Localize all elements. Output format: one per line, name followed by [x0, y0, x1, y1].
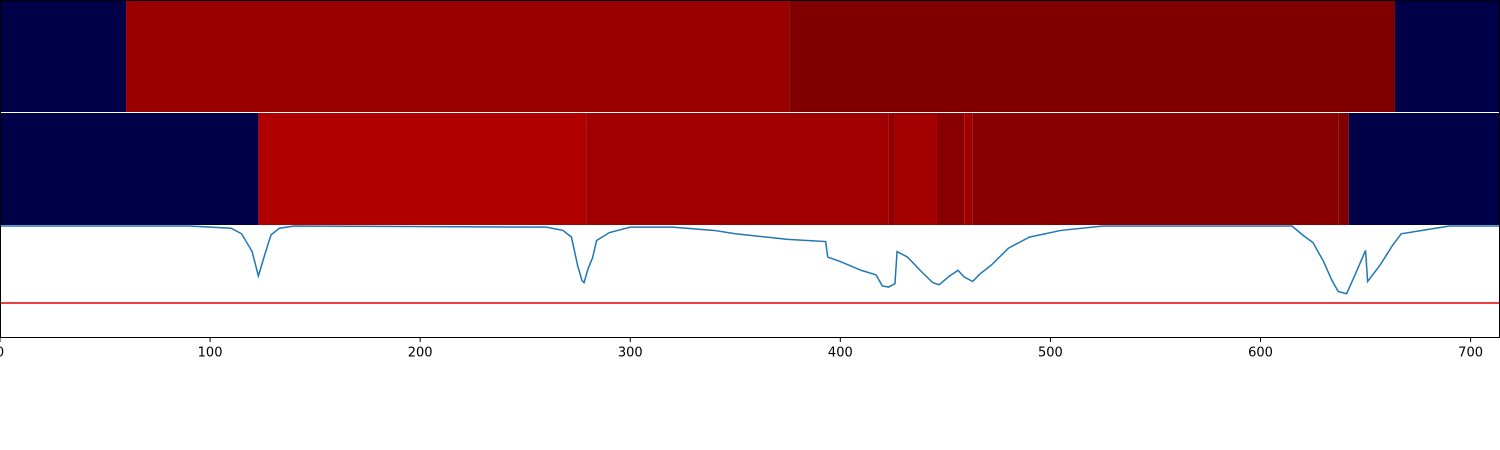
- track-segment: [1338, 113, 1349, 225]
- track-segment: [0, 113, 259, 225]
- x-tick-label: 700: [1458, 346, 1483, 361]
- track-segment: [972, 113, 1339, 225]
- track-segment: [0, 0, 127, 112]
- x-tick-label: 500: [1038, 346, 1063, 361]
- track-segment: [1348, 113, 1500, 225]
- x-tick-label: 200: [408, 346, 433, 361]
- track-segment: [126, 0, 790, 112]
- x-tick-label: 600: [1248, 346, 1273, 361]
- x-tick-label: 100: [198, 346, 223, 361]
- track-segment: [1394, 0, 1500, 112]
- track-segment: [964, 113, 973, 225]
- x-tick-label: 400: [828, 346, 853, 361]
- x-tick-label: 0: [0, 346, 4, 361]
- track-segment: [894, 113, 937, 225]
- data-line: [0, 225, 1500, 295]
- track-segment: [936, 113, 965, 225]
- x-tick-label: 300: [618, 346, 643, 361]
- track-segment: [258, 113, 587, 225]
- track-segment: [888, 113, 895, 225]
- track-segment: [789, 0, 1395, 112]
- track-segment: [586, 113, 889, 225]
